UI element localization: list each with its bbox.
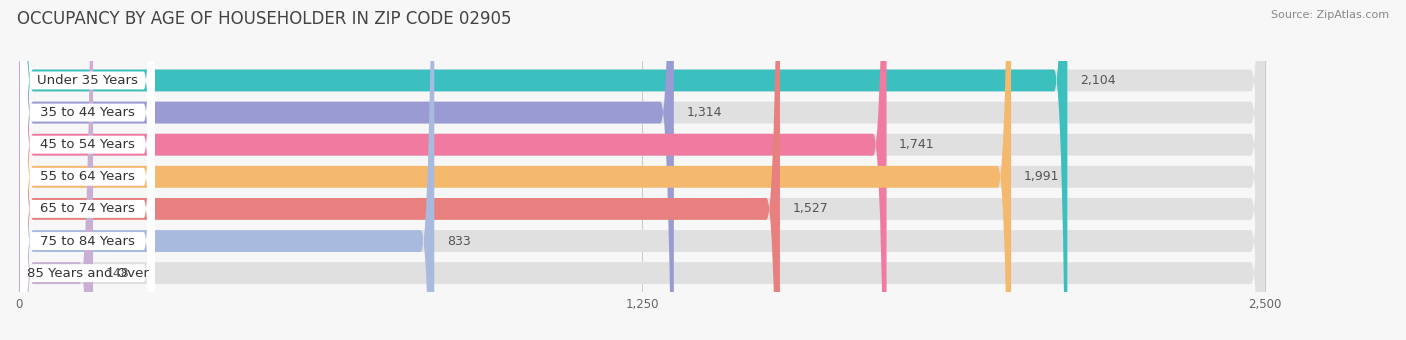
FancyBboxPatch shape bbox=[20, 0, 1264, 340]
FancyBboxPatch shape bbox=[20, 0, 1264, 340]
FancyBboxPatch shape bbox=[20, 0, 1264, 340]
FancyBboxPatch shape bbox=[20, 0, 93, 340]
FancyBboxPatch shape bbox=[20, 0, 155, 340]
Text: 75 to 84 Years: 75 to 84 Years bbox=[41, 235, 135, 248]
Text: OCCUPANCY BY AGE OF HOUSEHOLDER IN ZIP CODE 02905: OCCUPANCY BY AGE OF HOUSEHOLDER IN ZIP C… bbox=[17, 10, 512, 28]
Text: 1,991: 1,991 bbox=[1024, 170, 1059, 183]
Text: 1,527: 1,527 bbox=[793, 202, 828, 216]
Text: 45 to 54 Years: 45 to 54 Years bbox=[41, 138, 135, 151]
Text: 35 to 44 Years: 35 to 44 Years bbox=[41, 106, 135, 119]
Text: 833: 833 bbox=[447, 235, 471, 248]
FancyBboxPatch shape bbox=[20, 0, 1264, 340]
Text: 55 to 64 Years: 55 to 64 Years bbox=[41, 170, 135, 183]
Text: 85 Years and Over: 85 Years and Over bbox=[27, 267, 149, 279]
FancyBboxPatch shape bbox=[20, 0, 1264, 340]
FancyBboxPatch shape bbox=[20, 0, 1067, 340]
FancyBboxPatch shape bbox=[20, 0, 1011, 340]
Text: 65 to 74 Years: 65 to 74 Years bbox=[41, 202, 135, 216]
Text: Under 35 Years: Under 35 Years bbox=[37, 74, 138, 87]
FancyBboxPatch shape bbox=[20, 0, 434, 340]
FancyBboxPatch shape bbox=[20, 0, 1264, 340]
Text: 1,314: 1,314 bbox=[686, 106, 721, 119]
Text: 148: 148 bbox=[105, 267, 129, 279]
FancyBboxPatch shape bbox=[20, 0, 155, 340]
FancyBboxPatch shape bbox=[20, 0, 673, 340]
FancyBboxPatch shape bbox=[20, 0, 155, 340]
FancyBboxPatch shape bbox=[20, 0, 155, 340]
FancyBboxPatch shape bbox=[20, 0, 887, 340]
Text: 1,741: 1,741 bbox=[898, 138, 935, 151]
FancyBboxPatch shape bbox=[20, 0, 155, 340]
FancyBboxPatch shape bbox=[20, 0, 780, 340]
FancyBboxPatch shape bbox=[20, 0, 155, 340]
FancyBboxPatch shape bbox=[20, 0, 1264, 340]
Text: Source: ZipAtlas.com: Source: ZipAtlas.com bbox=[1271, 10, 1389, 20]
Text: 2,104: 2,104 bbox=[1080, 74, 1115, 87]
FancyBboxPatch shape bbox=[20, 0, 155, 340]
